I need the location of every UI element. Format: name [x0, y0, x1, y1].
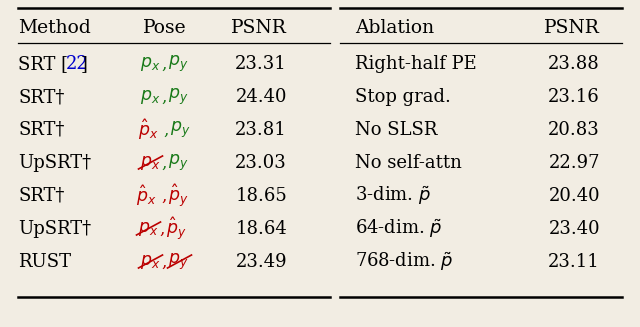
Text: 23.40: 23.40	[548, 220, 600, 238]
Text: SRT [: SRT [	[18, 55, 68, 73]
Text: 23.49: 23.49	[236, 253, 287, 271]
Text: ,: ,	[161, 253, 167, 270]
Text: 3-dim. $\tilde{p}$: 3-dim. $\tilde{p}$	[355, 185, 431, 207]
Text: RUST: RUST	[18, 253, 71, 271]
Text: Ablation: Ablation	[355, 19, 434, 37]
Text: Pose: Pose	[143, 19, 187, 37]
Text: 23.31: 23.31	[236, 55, 287, 73]
Text: 24.40: 24.40	[236, 88, 287, 106]
Text: $p_{y}$: $p_{y}$	[168, 252, 189, 272]
Text: UpSRT†: UpSRT†	[18, 220, 91, 238]
Text: $\hat{p}_{y}$: $\hat{p}_{y}$	[168, 182, 189, 209]
Text: PSNR: PSNR	[231, 19, 287, 37]
Text: SRT†: SRT†	[18, 88, 65, 106]
Text: 23.11: 23.11	[548, 253, 600, 271]
Text: No self-attn: No self-attn	[355, 154, 462, 172]
Text: 18.65: 18.65	[236, 187, 287, 205]
Text: $p_{x}$: $p_{x}$	[140, 253, 160, 271]
Text: $p_{y}$: $p_{y}$	[168, 87, 189, 107]
Text: $p_{y}$: $p_{y}$	[170, 120, 191, 140]
Text: UpSRT†: UpSRT†	[18, 154, 91, 172]
Text: SRT†: SRT†	[18, 121, 65, 139]
Text: No SLSR: No SLSR	[355, 121, 437, 139]
Text: 23.81: 23.81	[236, 121, 287, 139]
Text: $p_{y}$: $p_{y}$	[168, 54, 189, 74]
Text: Right-half PE: Right-half PE	[355, 55, 477, 73]
Text: ,: ,	[161, 187, 167, 204]
Text: $p_{x}$: $p_{x}$	[140, 55, 160, 73]
Text: 768-dim. $\tilde{p}$: 768-dim. $\tilde{p}$	[355, 251, 453, 273]
Text: 23.16: 23.16	[548, 88, 600, 106]
Text: ,: ,	[161, 56, 167, 73]
Text: $\hat{p}_{x}$: $\hat{p}_{x}$	[136, 184, 156, 208]
Text: 20.40: 20.40	[548, 187, 600, 205]
Text: ]: ]	[81, 55, 88, 73]
Text: SRT†: SRT†	[18, 187, 65, 205]
Text: ,: ,	[161, 89, 167, 106]
Text: ,: ,	[163, 122, 169, 139]
Text: Method: Method	[18, 19, 91, 37]
Text: 22: 22	[66, 55, 89, 73]
Text: ,: ,	[159, 220, 165, 237]
Text: $\hat{p}_{y}$: $\hat{p}_{y}$	[166, 215, 187, 242]
Text: 64-dim. $\tilde{p}$: 64-dim. $\tilde{p}$	[355, 218, 442, 240]
Text: 23.03: 23.03	[236, 154, 287, 172]
Text: $\hat{p}_{x}$: $\hat{p}_{x}$	[138, 118, 158, 142]
Text: $p_{x}$: $p_{x}$	[140, 88, 160, 106]
Text: $p_{x}$: $p_{x}$	[140, 154, 160, 172]
Text: 18.64: 18.64	[236, 220, 287, 238]
Text: 23.88: 23.88	[548, 55, 600, 73]
Text: PSNR: PSNR	[544, 19, 600, 37]
Text: 22.97: 22.97	[548, 154, 600, 172]
Text: Stop grad.: Stop grad.	[355, 88, 451, 106]
Text: $p_{y}$: $p_{y}$	[168, 153, 189, 173]
Text: 20.83: 20.83	[548, 121, 600, 139]
Text: $p_{x}$: $p_{x}$	[138, 220, 158, 238]
Text: ,: ,	[161, 154, 167, 171]
